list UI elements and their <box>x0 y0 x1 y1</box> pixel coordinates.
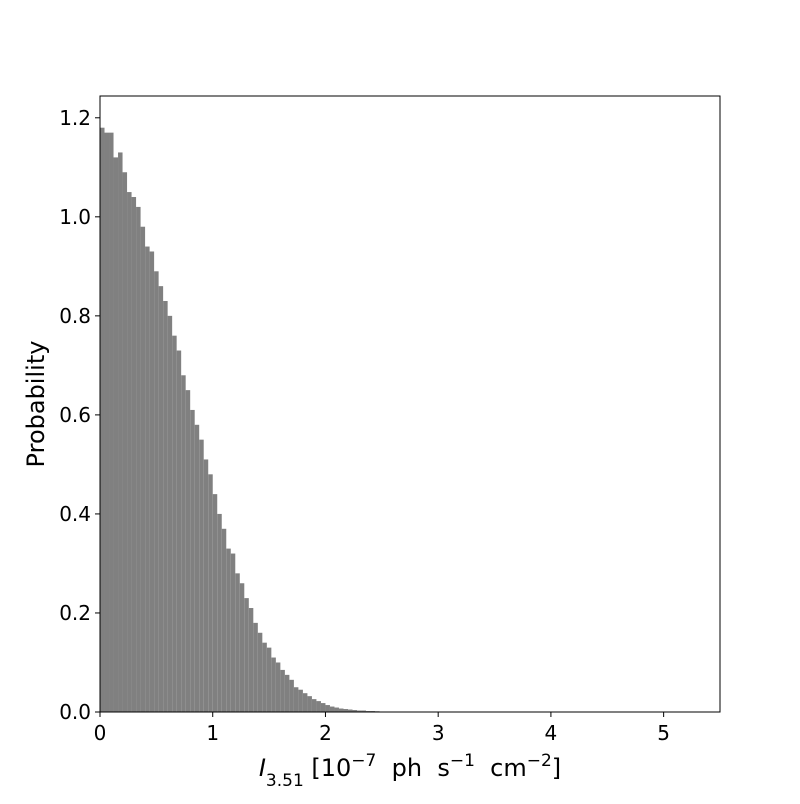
bar <box>280 670 285 712</box>
x-label-part: cm <box>475 754 527 782</box>
bar <box>100 128 105 712</box>
bar <box>190 410 195 712</box>
bar <box>222 529 227 712</box>
x-label-part: [10 <box>304 754 352 782</box>
bar <box>240 583 245 712</box>
bar <box>217 514 222 712</box>
bar <box>253 623 258 712</box>
bar <box>172 336 177 712</box>
y-tick-label: 0.2 <box>59 601 91 625</box>
bar <box>168 316 173 712</box>
bar <box>123 172 128 712</box>
bar <box>127 192 132 712</box>
x-tick-label: 2 <box>319 721 332 745</box>
bar <box>145 247 150 712</box>
bar <box>321 703 326 712</box>
bar <box>208 474 213 712</box>
bar <box>312 699 317 712</box>
x-tick-label: 3 <box>432 721 445 745</box>
bar <box>199 440 204 712</box>
bar <box>163 301 168 712</box>
bar <box>316 701 321 712</box>
bar <box>271 658 276 712</box>
bars <box>100 128 402 712</box>
bar <box>298 690 303 712</box>
x-label-part: −2 <box>527 751 552 771</box>
bar <box>244 598 249 712</box>
bar <box>141 227 146 712</box>
y-tick-label: 1.0 <box>59 205 91 229</box>
x-label-part: ph s <box>376 754 449 782</box>
y-tick-label: 0.4 <box>59 502 91 526</box>
bar <box>249 608 254 712</box>
bar <box>334 708 339 712</box>
bar <box>195 425 200 712</box>
bar <box>186 390 191 712</box>
x-tick-label: 5 <box>657 721 670 745</box>
bar <box>231 554 236 712</box>
bar <box>105 133 110 712</box>
bar <box>109 133 114 712</box>
x-tick-label: 4 <box>545 721 558 745</box>
bar <box>289 680 294 712</box>
bar <box>303 693 308 712</box>
bar <box>307 696 312 712</box>
bar <box>262 643 267 712</box>
bar <box>267 648 272 712</box>
bar <box>204 459 209 712</box>
y-axis-label: Probability <box>22 341 50 468</box>
x-label-part: ] <box>552 754 561 782</box>
bar <box>213 494 218 712</box>
bar <box>294 687 299 712</box>
bar <box>325 705 330 712</box>
bar <box>150 251 155 712</box>
bar <box>285 675 290 712</box>
x-label-part: −7 <box>351 751 376 771</box>
bar <box>276 662 281 712</box>
bar <box>258 633 263 712</box>
y-tick-label: 1.2 <box>59 106 91 130</box>
bar <box>132 197 137 712</box>
bar <box>118 152 123 712</box>
bar <box>136 207 141 712</box>
bar <box>159 286 164 712</box>
bar <box>181 375 186 712</box>
x-label-part: −1 <box>450 751 475 771</box>
y-tick-label: 0.8 <box>59 304 91 328</box>
bar <box>154 271 159 712</box>
bar <box>235 573 240 712</box>
x-label-part: I <box>259 754 266 782</box>
x-tick-label: 0 <box>94 721 107 745</box>
x-label-part: 3.51 <box>266 771 304 791</box>
y-tick-label: 0.6 <box>59 403 91 427</box>
bar <box>339 709 344 712</box>
bar <box>177 351 182 712</box>
y-tick-label: 0.0 <box>59 700 91 724</box>
bar <box>226 549 231 712</box>
x-tick-label: 1 <box>206 721 219 745</box>
x-axis-label: I3.51 [10−7 ph s−1 cm−2] <box>259 751 561 791</box>
bar <box>330 707 335 712</box>
bar <box>114 157 119 712</box>
